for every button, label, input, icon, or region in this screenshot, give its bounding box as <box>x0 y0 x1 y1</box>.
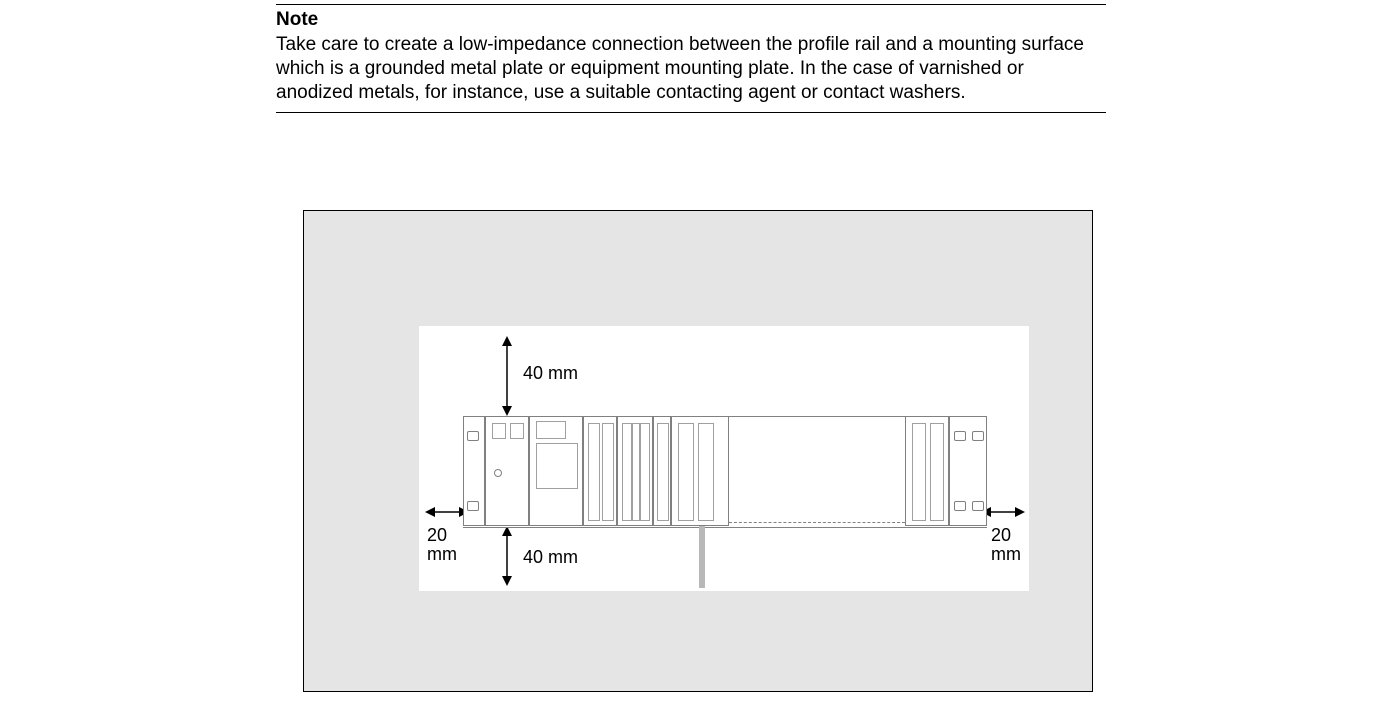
clearance-arrow-top <box>497 336 517 416</box>
clearance-arrow-right <box>981 502 1025 522</box>
module-io-4 <box>671 416 729 526</box>
note-rule-top <box>276 4 1106 5</box>
end-cap-right <box>949 416 987 526</box>
module-io-2 <box>617 416 653 526</box>
module-io-5 <box>905 416 949 526</box>
clearance-label-left-value: 20 <box>427 525 447 545</box>
rail-gap-dash <box>729 522 905 523</box>
note-body: Take care to create a low-impedance conn… <box>276 33 1106 104</box>
figure-frame: 40 mm 40 mm 20 mm <box>303 210 1093 692</box>
clearance-label-bottom: 40 mm <box>523 548 578 567</box>
clearance-label-top: 40 mm <box>523 364 578 383</box>
note-block: Note Take care to create a low-impedance… <box>276 4 1106 113</box>
note-rule-bottom <box>276 112 1106 113</box>
end-cap-left <box>463 416 485 526</box>
grounding-stub <box>699 526 705 588</box>
module-io-3 <box>653 416 671 526</box>
note-title: Note <box>276 9 1106 31</box>
clearance-label-right: 20 mm <box>991 526 1021 564</box>
module-cpu <box>529 416 583 526</box>
page: Note Take care to create a low-impedance… <box>0 0 1378 703</box>
module-power-supply <box>485 416 529 526</box>
clearance-label-left-unit: mm <box>427 544 457 564</box>
module-io-1 <box>583 416 617 526</box>
clearance-arrow-bottom <box>497 526 517 586</box>
figure-inner: 40 mm 40 mm 20 mm <box>419 326 1029 591</box>
clearance-label-right-value: 20 <box>991 525 1011 545</box>
clearance-label-left: 20 mm <box>427 526 457 564</box>
clearance-label-right-unit: mm <box>991 544 1021 564</box>
